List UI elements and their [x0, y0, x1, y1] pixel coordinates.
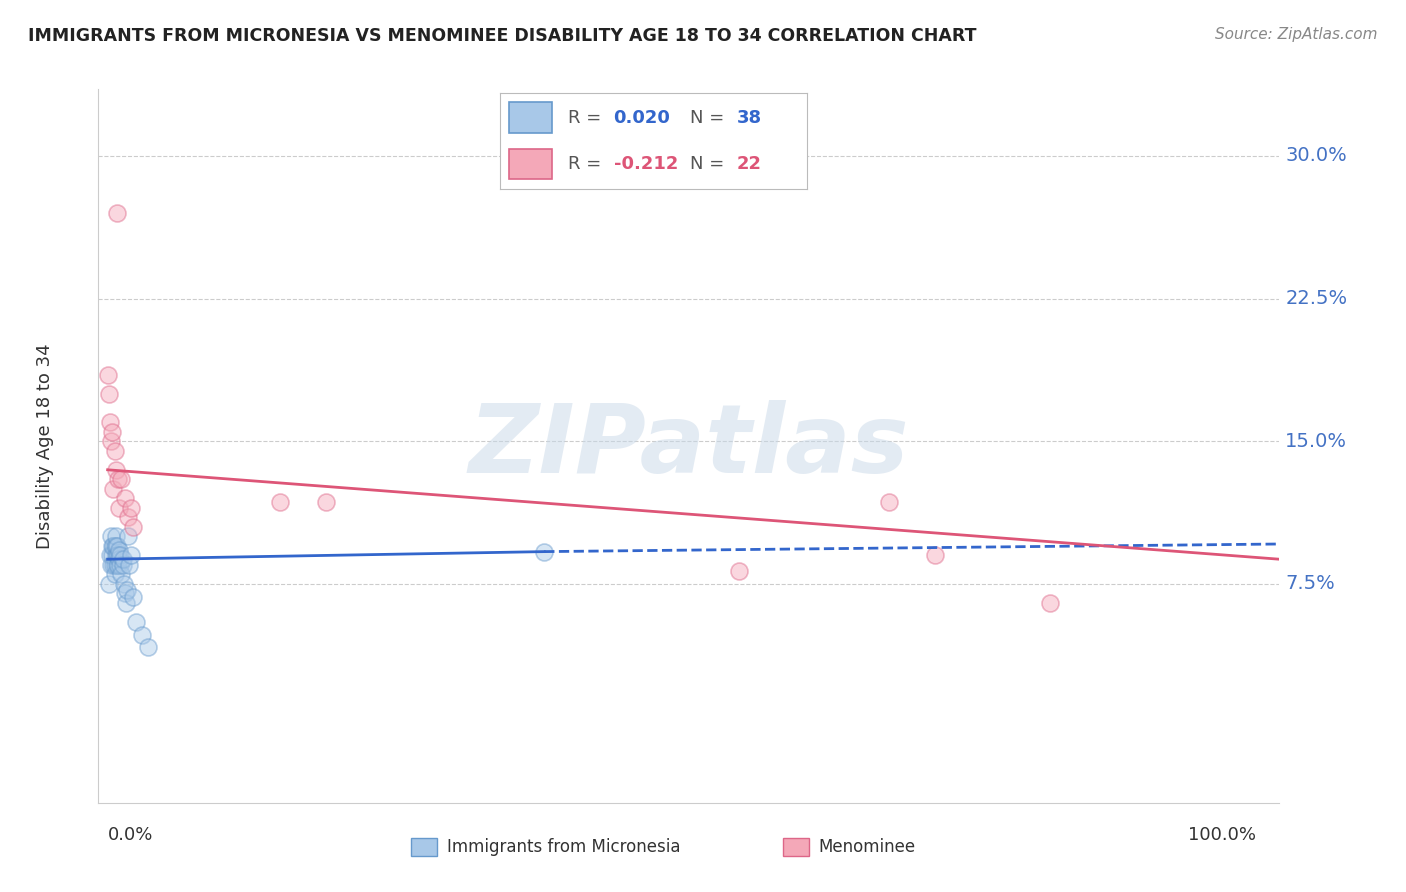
Point	[100, 434, 122, 449]
Text: Source: ZipAtlas.com: Source: ZipAtlas.com	[1215, 27, 1378, 42]
Point	[131, 628, 153, 642]
Point	[107, 472, 129, 486]
Point	[98, 415, 121, 429]
Text: Disability Age 18 to 34: Disability Age 18 to 34	[37, 343, 55, 549]
Text: Immigrants from Micronesia: Immigrants from Micronesia	[447, 838, 681, 856]
Point	[110, 549, 132, 563]
Point	[103, 558, 125, 572]
Point	[105, 549, 128, 563]
Text: Menominee: Menominee	[818, 838, 915, 856]
FancyBboxPatch shape	[783, 838, 810, 856]
FancyBboxPatch shape	[412, 838, 437, 856]
Point	[100, 529, 122, 543]
Point	[120, 549, 142, 563]
Point	[122, 520, 145, 534]
Text: 22.5%: 22.5%	[1285, 289, 1347, 308]
Point	[114, 586, 136, 600]
Point	[105, 206, 128, 220]
Text: IMMIGRANTS FROM MICRONESIA VS MENOMINEE DISABILITY AGE 18 TO 34 CORRELATION CHAR: IMMIGRANTS FROM MICRONESIA VS MENOMINEE …	[28, 27, 977, 45]
Point	[108, 552, 131, 566]
Text: 100.0%: 100.0%	[1188, 826, 1257, 844]
Point	[103, 567, 125, 582]
Point	[103, 482, 125, 496]
Point	[533, 544, 555, 558]
Point	[98, 549, 121, 563]
Point	[120, 500, 142, 515]
Point	[103, 539, 125, 553]
Point	[97, 368, 120, 382]
Point	[111, 558, 134, 572]
Point	[103, 443, 125, 458]
Text: 0.0%: 0.0%	[108, 826, 153, 844]
Point	[118, 558, 141, 572]
Text: 7.5%: 7.5%	[1285, 574, 1336, 593]
Point	[103, 558, 125, 572]
Point	[112, 577, 135, 591]
Point	[269, 495, 291, 509]
Point	[110, 472, 132, 486]
Point	[877, 495, 900, 509]
Point	[97, 386, 120, 401]
Point	[107, 549, 129, 563]
Point	[108, 542, 131, 557]
Point	[110, 558, 132, 572]
Point	[101, 549, 124, 563]
Point	[924, 549, 946, 563]
Point	[104, 539, 127, 553]
Point	[125, 615, 148, 629]
Point	[122, 591, 145, 605]
Point	[136, 640, 159, 654]
Point	[117, 529, 139, 543]
Point	[100, 558, 122, 572]
Point	[101, 539, 124, 553]
Point	[107, 558, 129, 572]
Point	[117, 510, 139, 524]
Point	[104, 549, 127, 563]
Point	[101, 425, 124, 439]
Point	[115, 596, 138, 610]
Point	[108, 500, 131, 515]
Point	[111, 552, 134, 566]
Point	[114, 491, 136, 506]
Point	[104, 463, 127, 477]
Point	[103, 539, 125, 553]
Point	[97, 577, 120, 591]
Text: ZIPatlas: ZIPatlas	[468, 400, 910, 492]
Point	[728, 564, 751, 578]
Point	[105, 539, 128, 553]
Text: 15.0%: 15.0%	[1285, 432, 1347, 450]
Point	[110, 567, 132, 582]
Point	[1039, 596, 1062, 610]
Point	[105, 558, 128, 572]
Text: 30.0%: 30.0%	[1285, 146, 1347, 165]
Point	[104, 529, 127, 543]
Point	[115, 582, 138, 597]
Point	[315, 495, 337, 509]
